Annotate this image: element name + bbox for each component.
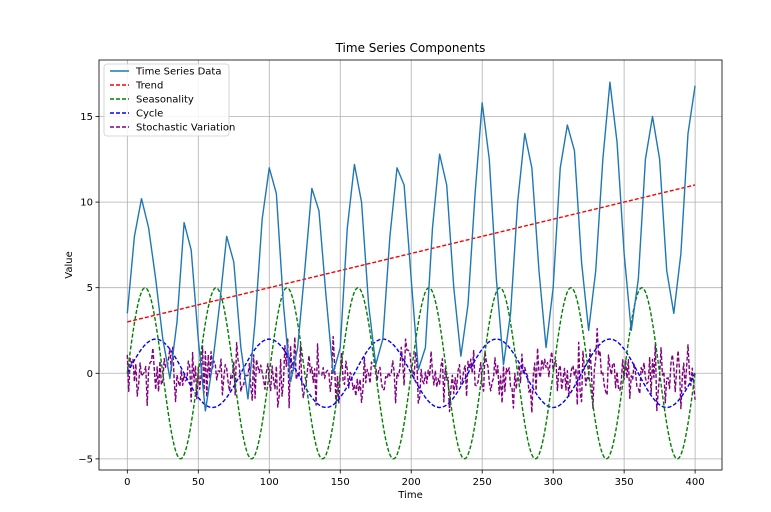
- y-tick-label: 15: [80, 112, 93, 123]
- grid: [99, 60, 722, 470]
- legend-label-cycle: Cycle: [136, 109, 163, 120]
- y-tick-label: 0: [87, 369, 93, 380]
- y-tick-label: 5: [87, 283, 93, 294]
- y-axis-label: Value: [64, 251, 75, 278]
- legend: Time Series Data Trend Seasonality Cycle Sto…: [103, 63, 235, 137]
- series-layer: [126, 81, 696, 460]
- x-tick-label: 250: [473, 477, 492, 488]
- x-tick-label: 150: [331, 477, 350, 488]
- x-tick-label: 350: [615, 477, 634, 488]
- x-tick-label: 300: [544, 477, 563, 488]
- legend-label-time-series-data: Time Series Data: [135, 67, 221, 78]
- x-tick-label: 200: [402, 477, 421, 488]
- legend-label-trend: Trend: [135, 81, 163, 92]
- x-tick-label: 0: [124, 477, 130, 488]
- ticks: 0 50 100 150 200 250 300 350 400 −5 0 5 10 15: [78, 112, 704, 488]
- chart-title: Time Series Components: [335, 41, 486, 55]
- y-tick-label: −5: [78, 454, 93, 465]
- x-tick-label: 400: [686, 477, 705, 488]
- series-line-trend: [127, 184, 696, 323]
- y-tick-label: 10: [80, 198, 93, 209]
- x-axis-label: Time: [397, 490, 422, 501]
- x-tick-label: 100: [260, 477, 279, 488]
- axes-frame: [98, 59, 723, 471]
- legend-label-stochastic-variation: Stochastic Variation: [136, 123, 235, 134]
- x-tick-label: 50: [192, 477, 205, 488]
- legend-box: [103, 63, 230, 137]
- legend-label-seasonality: Seasonality: [136, 95, 194, 106]
- series-line-time-series-data: [126, 81, 696, 412]
- series-line-stochastic-variation: [126, 327, 696, 414]
